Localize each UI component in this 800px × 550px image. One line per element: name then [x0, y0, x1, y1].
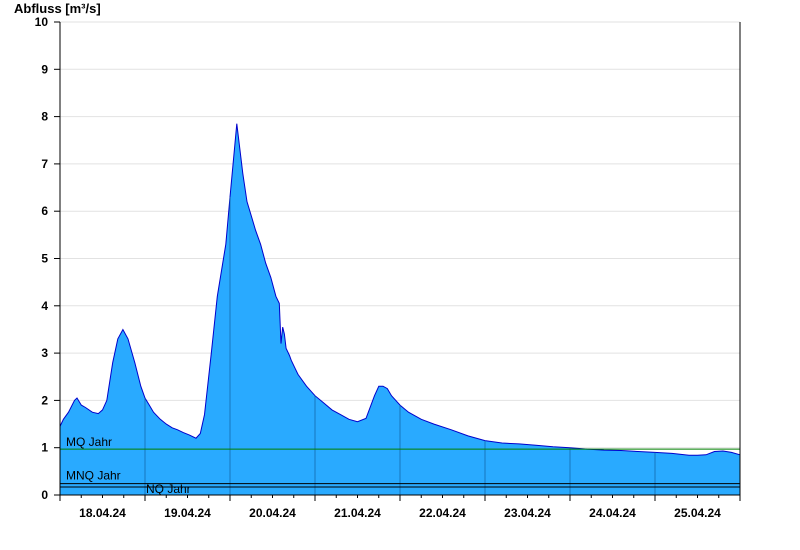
x-tick-label-7: 25.04.24 [674, 506, 721, 520]
y-tick-label-8: 8 [41, 110, 48, 124]
y-axis-label: Abfluss [m³/s] [14, 1, 101, 16]
y-tick-label-3: 3 [41, 346, 48, 360]
y-tick-labels: 0 1 2 3 4 5 6 7 8 9 10 [35, 15, 60, 502]
y-tick-label-10: 10 [35, 15, 49, 29]
ref-label-2: NQ Jahr [146, 482, 191, 496]
x-tick-label-5: 23.04.24 [504, 506, 551, 520]
ref-label-0: MQ Jahr [66, 435, 112, 449]
x-tick-label-1: 19.04.24 [164, 506, 211, 520]
x-tick-label-4: 22.04.24 [419, 506, 466, 520]
y-tick-label-5: 5 [41, 252, 48, 266]
y-tick-label-0: 0 [41, 488, 48, 502]
y-tick-label-7: 7 [41, 157, 48, 171]
grid-lines [60, 21, 740, 449]
x-tick-labels: 18.04.24 19.04.24 20.04.24 21.04.24 22.04.24… [59, 495, 741, 520]
ref-label-1: MNQ Jahr [66, 469, 121, 483]
y-tick-label-4: 4 [41, 299, 48, 313]
y-tick-label-9: 9 [41, 62, 48, 76]
x-tick-label-6: 24.04.24 [589, 506, 636, 520]
reference-lines: MQ Jahr MNQ Jahr NQ Jahr [60, 435, 740, 496]
y-tick-label-1: 1 [41, 441, 48, 455]
x-tick-label-0: 18.04.24 [79, 506, 126, 520]
y-tick-label-2: 2 [41, 393, 48, 407]
x-tick-label-2: 20.04.24 [249, 506, 296, 520]
y-tick-label-6: 6 [41, 204, 48, 218]
discharge-line [59, 123, 741, 456]
x-tick-label-3: 21.04.24 [334, 506, 381, 520]
